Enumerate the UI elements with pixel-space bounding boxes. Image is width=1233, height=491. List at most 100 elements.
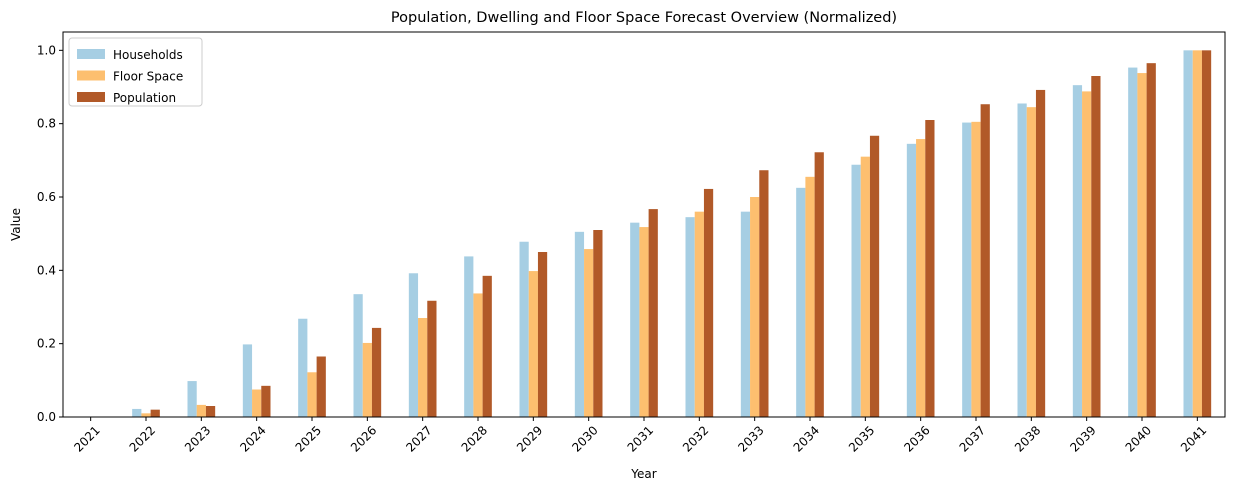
x-axis: 2021 2022 2023 2024 2025 2026 2027 2028 2029 2030… xyxy=(71,417,1209,455)
legend: Households Floor Space Population xyxy=(68,37,203,107)
bar-floor-space-2024 xyxy=(252,389,262,417)
bar-population-2035 xyxy=(869,135,880,417)
legend-swatch-floor-space xyxy=(77,70,105,81)
x-tick-label: 2041 xyxy=(1178,423,1209,454)
bar-population-2028 xyxy=(482,275,492,417)
bar-floor-space-2035 xyxy=(860,156,870,417)
bar-households-2023 xyxy=(187,381,197,417)
bar-households-2034 xyxy=(796,187,806,417)
x-tick-label: 2036 xyxy=(901,423,932,454)
y-axis: 0.0 0.2 0.4 0.6 0.8 1.0 xyxy=(37,43,63,424)
bar-floor-space-2026 xyxy=(362,342,372,417)
y-tick-label: 0.4 xyxy=(37,263,56,277)
x-tick-label: 2032 xyxy=(680,423,711,454)
bar-households-2024 xyxy=(242,344,253,417)
bar-households-2038 xyxy=(1017,103,1027,417)
y-tick-label: 0.8 xyxy=(37,117,56,131)
bar-population-2040 xyxy=(1146,63,1156,418)
x-tick-label: 2026 xyxy=(348,423,379,454)
bar-floor-space-2029 xyxy=(528,271,538,417)
bar-population-2025 xyxy=(316,356,326,417)
bar-floor-space-2034 xyxy=(805,176,815,417)
bar-households-2028 xyxy=(464,256,474,417)
bar-population-2024 xyxy=(261,385,271,417)
y-tick-label: 1.0 xyxy=(37,43,56,57)
legend-label-population: Population xyxy=(113,91,176,105)
x-tick-label: 2031 xyxy=(625,423,656,454)
bar-floor-space-2032 xyxy=(694,211,704,417)
bar-floor-space-2028 xyxy=(473,293,483,417)
bar-population-2026 xyxy=(371,327,382,417)
bar-population-2039 xyxy=(1091,76,1101,417)
bar-households-2036 xyxy=(906,143,917,418)
bar-households-2035 xyxy=(851,164,861,417)
bar-floor-space-2041 xyxy=(1192,50,1202,417)
x-tick-label: 2029 xyxy=(514,423,545,454)
y-axis-label: Value xyxy=(9,208,23,241)
bar-population-2033 xyxy=(759,170,769,417)
x-tick-label: 2024 xyxy=(237,423,268,454)
bar-floor-space-2022 xyxy=(141,413,151,417)
x-tick-label: 2022 xyxy=(127,423,158,454)
x-tick-label: 2040 xyxy=(1123,423,1154,454)
bar-population-2022 xyxy=(150,409,160,417)
bar-households-2031 xyxy=(630,222,640,417)
bar-households-2037 xyxy=(962,122,972,418)
bar-floor-space-2037 xyxy=(971,121,981,417)
x-tick-label: 2037 xyxy=(957,423,988,454)
x-tick-label: 2035 xyxy=(846,423,877,454)
bar-population-2029 xyxy=(537,252,548,417)
legend-label-floor-space: Floor Space xyxy=(113,70,183,84)
bar-households-2040 xyxy=(1128,67,1138,418)
bar-population-2034 xyxy=(814,152,824,417)
bar-population-2037 xyxy=(980,104,990,417)
x-tick-label: 2025 xyxy=(293,423,324,454)
bar-floor-space-2030 xyxy=(584,249,594,417)
bar-population-2041 xyxy=(1201,50,1212,417)
x-axis-label: Year xyxy=(630,467,656,481)
legend-swatch-population xyxy=(77,92,105,102)
legend-label-households: Households xyxy=(113,48,183,62)
bar-floor-space-2025 xyxy=(307,372,317,417)
bar-households-2022 xyxy=(132,408,142,417)
plot-frame xyxy=(62,31,1226,418)
bar-households-2030 xyxy=(574,231,585,417)
bar-floor-space-2027 xyxy=(418,318,428,417)
bar-households-2032 xyxy=(685,217,695,417)
bar-population-2027 xyxy=(427,300,437,417)
bar-population-2023 xyxy=(205,406,216,417)
bar-households-2033 xyxy=(740,211,751,417)
bar-floor-space-2023 xyxy=(196,404,206,417)
bar-households-2029 xyxy=(519,241,529,417)
bar-floor-space-2039 xyxy=(1082,91,1092,418)
bar-households-2027 xyxy=(408,273,419,417)
legend-swatch-households xyxy=(77,49,105,59)
x-tick-label: 2034 xyxy=(791,423,822,454)
chart-title: Population, Dwelling and Floor Space For… xyxy=(391,10,897,26)
x-tick-label: 2021 xyxy=(71,423,102,454)
bar-population-2031 xyxy=(648,209,658,417)
y-tick-label: 0.6 xyxy=(37,190,56,204)
bar-floor-space-2031 xyxy=(639,227,649,417)
bar-floor-space-2038 xyxy=(1026,107,1036,418)
bar-households-2039 xyxy=(1072,85,1083,418)
x-tick-label: 2039 xyxy=(1067,423,1098,454)
bar-households-2026 xyxy=(353,294,363,417)
bar-floor-space-2033 xyxy=(750,197,760,417)
x-tick-label: 2030 xyxy=(569,423,600,454)
bar-floor-space-2040 xyxy=(1137,73,1147,418)
bars-layer xyxy=(132,50,1212,418)
x-tick-label: 2027 xyxy=(403,423,434,454)
bar-population-2038 xyxy=(1035,89,1046,417)
x-tick-label: 2038 xyxy=(1012,423,1043,454)
y-tick-label: 0.2 xyxy=(37,337,56,351)
x-tick-label: 2023 xyxy=(182,423,213,454)
y-tick-label: 0.0 xyxy=(37,410,56,424)
bar-population-2036 xyxy=(925,120,935,417)
bar-population-2030 xyxy=(593,230,603,417)
bar-population-2032 xyxy=(703,188,714,417)
x-tick-label: 2028 xyxy=(459,423,490,454)
bar-households-2041 xyxy=(1183,50,1193,417)
